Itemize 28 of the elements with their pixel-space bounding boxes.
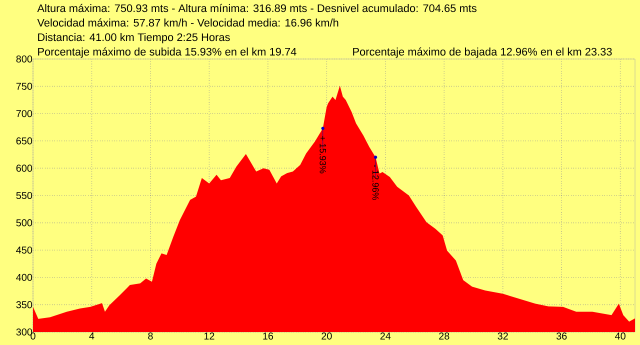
y-tick-label: 650 [16,137,32,144]
y-tick-label: 600 [16,164,32,172]
x-tick-label: 20 [322,332,332,340]
y-tick-label: 550 [16,192,32,200]
y-tick-label: 800 [16,55,32,63]
text: Velocidad máxima: 57.87 km/h - Velocidad media: 16.96 km/h [37,18,338,27]
y-tick-label: 700 [16,110,32,118]
y-tick-label: 500 [16,219,32,226]
x-tick-label: 12 [204,332,214,340]
y-tick-label: 400 [16,274,32,281]
annotation: - 12.96% [372,164,379,200]
x-tick-label: 28 [439,332,450,340]
text: Porcentaje máximo de bajada 12.96% en el km 23.33 [353,47,612,58]
x-tick-label: 16 [263,332,274,340]
x-tick-label: 4 [89,332,94,340]
x-tick-label: 8 [148,332,153,340]
x-tick-label: 40 [615,332,626,340]
x-tick-label: 24 [380,332,391,340]
x-tick-label: 32 [498,332,508,340]
text: Distancia: 41.00 km Tiempo 2:25 Horas [38,33,230,44]
y-tick-label: 450 [16,246,32,254]
annotation: + 15.93% [320,136,326,174]
y-tick-label: 300 [16,328,32,336]
text: Altura máxima: 750.93 mts - Altura mínima: 316.89 mts - Desnivel acumulado: 704.65 mts [37,4,477,12]
y-tick-label: 750 [16,82,32,90]
x-tick-label: 36 [556,332,567,340]
text: Porcentaje máximo de subida 15.93% en el km 19.74 [38,47,296,58]
y-tick-label: 350 [16,301,32,308]
